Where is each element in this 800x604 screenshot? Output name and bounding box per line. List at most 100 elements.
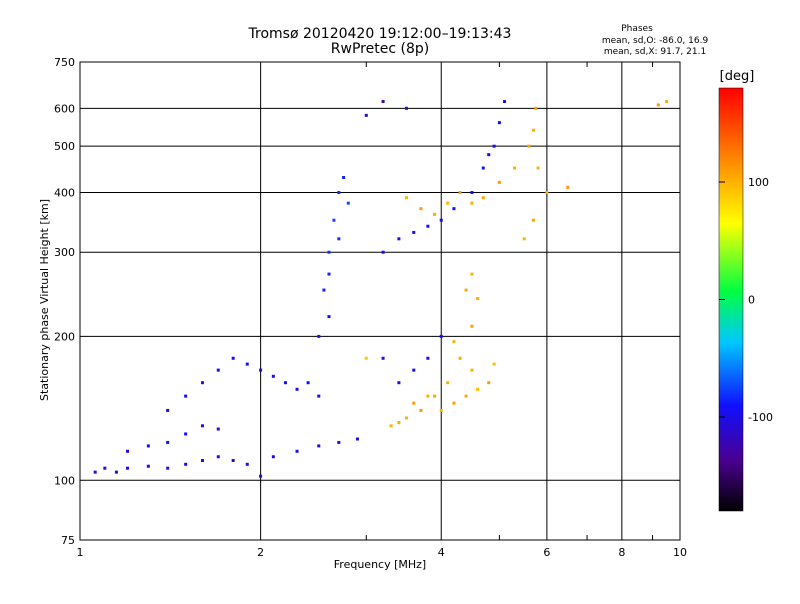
data-point (231, 356, 235, 360)
data-point (200, 458, 204, 462)
x-tick-label: 10 (673, 546, 687, 559)
chart-subtitle: RwPretec (8p) (331, 41, 429, 57)
plot-area: 1 2 4 6 8 10 75 100 200 300 400 500 600 750 (54, 56, 687, 559)
data-point (283, 381, 287, 385)
data-point (271, 455, 275, 459)
data-point (389, 424, 393, 428)
colorbar-label: [deg] (720, 69, 755, 84)
data-point (433, 212, 437, 216)
data-point (166, 408, 170, 412)
data-point (497, 121, 501, 125)
data-point (419, 408, 423, 412)
data-point (497, 180, 501, 184)
data-point (487, 381, 491, 385)
data-point (317, 444, 321, 448)
data-point (259, 368, 263, 372)
data-point (271, 374, 275, 378)
data-point (126, 449, 130, 453)
x-tick-label: 8 (618, 546, 625, 559)
y-axis-label: Stationary phase Virtual Height [km] (38, 199, 51, 401)
x-tick-label: 6 (543, 546, 550, 559)
data-point (513, 166, 517, 170)
data-point (566, 185, 570, 189)
data-point (146, 464, 150, 468)
data-point (216, 427, 220, 431)
colorbar-tick-label: 100 (748, 176, 769, 189)
data-point (322, 288, 326, 292)
data-point (337, 237, 341, 241)
data-point (337, 190, 341, 194)
data-point (419, 207, 423, 211)
data-point (426, 394, 430, 398)
data-point (503, 100, 507, 104)
data-point (470, 368, 474, 372)
data-point (404, 416, 408, 420)
y-tick-label: 750 (54, 56, 75, 69)
data-point (527, 144, 531, 148)
data-point (216, 368, 220, 372)
data-point (476, 297, 480, 301)
data-point (332, 218, 336, 222)
data-point (470, 190, 474, 194)
data-point (317, 394, 321, 398)
data-point (452, 207, 456, 211)
data-point (166, 466, 170, 470)
data-point (656, 103, 660, 107)
stats-heading: Phases (621, 24, 653, 34)
data-point (464, 394, 468, 398)
data-point (492, 362, 496, 366)
data-point (665, 100, 669, 104)
data-point (470, 201, 474, 205)
data-point (522, 237, 526, 241)
data-point (146, 444, 150, 448)
data-point (355, 437, 359, 441)
data-point (452, 401, 456, 405)
data-point (364, 356, 368, 360)
data-point (532, 218, 536, 222)
data-point (306, 381, 310, 385)
data-point (487, 153, 491, 157)
data-point (327, 272, 331, 276)
data-point (545, 190, 549, 194)
data-point (536, 166, 540, 170)
data-point (446, 201, 450, 205)
data-point (470, 272, 474, 276)
x-tick-label: 1 (77, 546, 84, 559)
data-point (184, 462, 188, 466)
data-point (470, 324, 474, 328)
data-point (426, 224, 430, 228)
data-point (245, 362, 249, 366)
colorbar-ticks: 100 0 -100 (719, 176, 773, 424)
y-tick-label: 100 (54, 474, 75, 487)
data-point (346, 201, 350, 205)
data-point (126, 466, 130, 470)
data-point (458, 190, 462, 194)
data-point (337, 440, 341, 444)
data-point (317, 334, 321, 338)
data-point (216, 455, 220, 459)
data-point (295, 449, 299, 453)
data-point (481, 166, 485, 170)
chart-title: Tromsø 20120420 19:12:00–19:13:43 (248, 26, 512, 42)
data-point (439, 408, 443, 412)
data-point (492, 144, 496, 148)
y-tick-label: 300 (54, 246, 75, 259)
data-point (364, 113, 368, 117)
data-point (184, 432, 188, 436)
data-point (476, 387, 480, 391)
data-point (103, 466, 107, 470)
data-point (327, 315, 331, 319)
data-point (93, 470, 97, 474)
data-point (381, 250, 385, 254)
data-point (404, 196, 408, 200)
data-point (200, 381, 204, 385)
data-point (259, 474, 263, 478)
data-point (464, 288, 468, 292)
data-point (166, 440, 170, 444)
y-tick-label: 500 (54, 140, 75, 153)
data-point (327, 250, 331, 254)
data-point (245, 462, 249, 466)
data-point (532, 128, 536, 132)
data-point (404, 106, 408, 110)
